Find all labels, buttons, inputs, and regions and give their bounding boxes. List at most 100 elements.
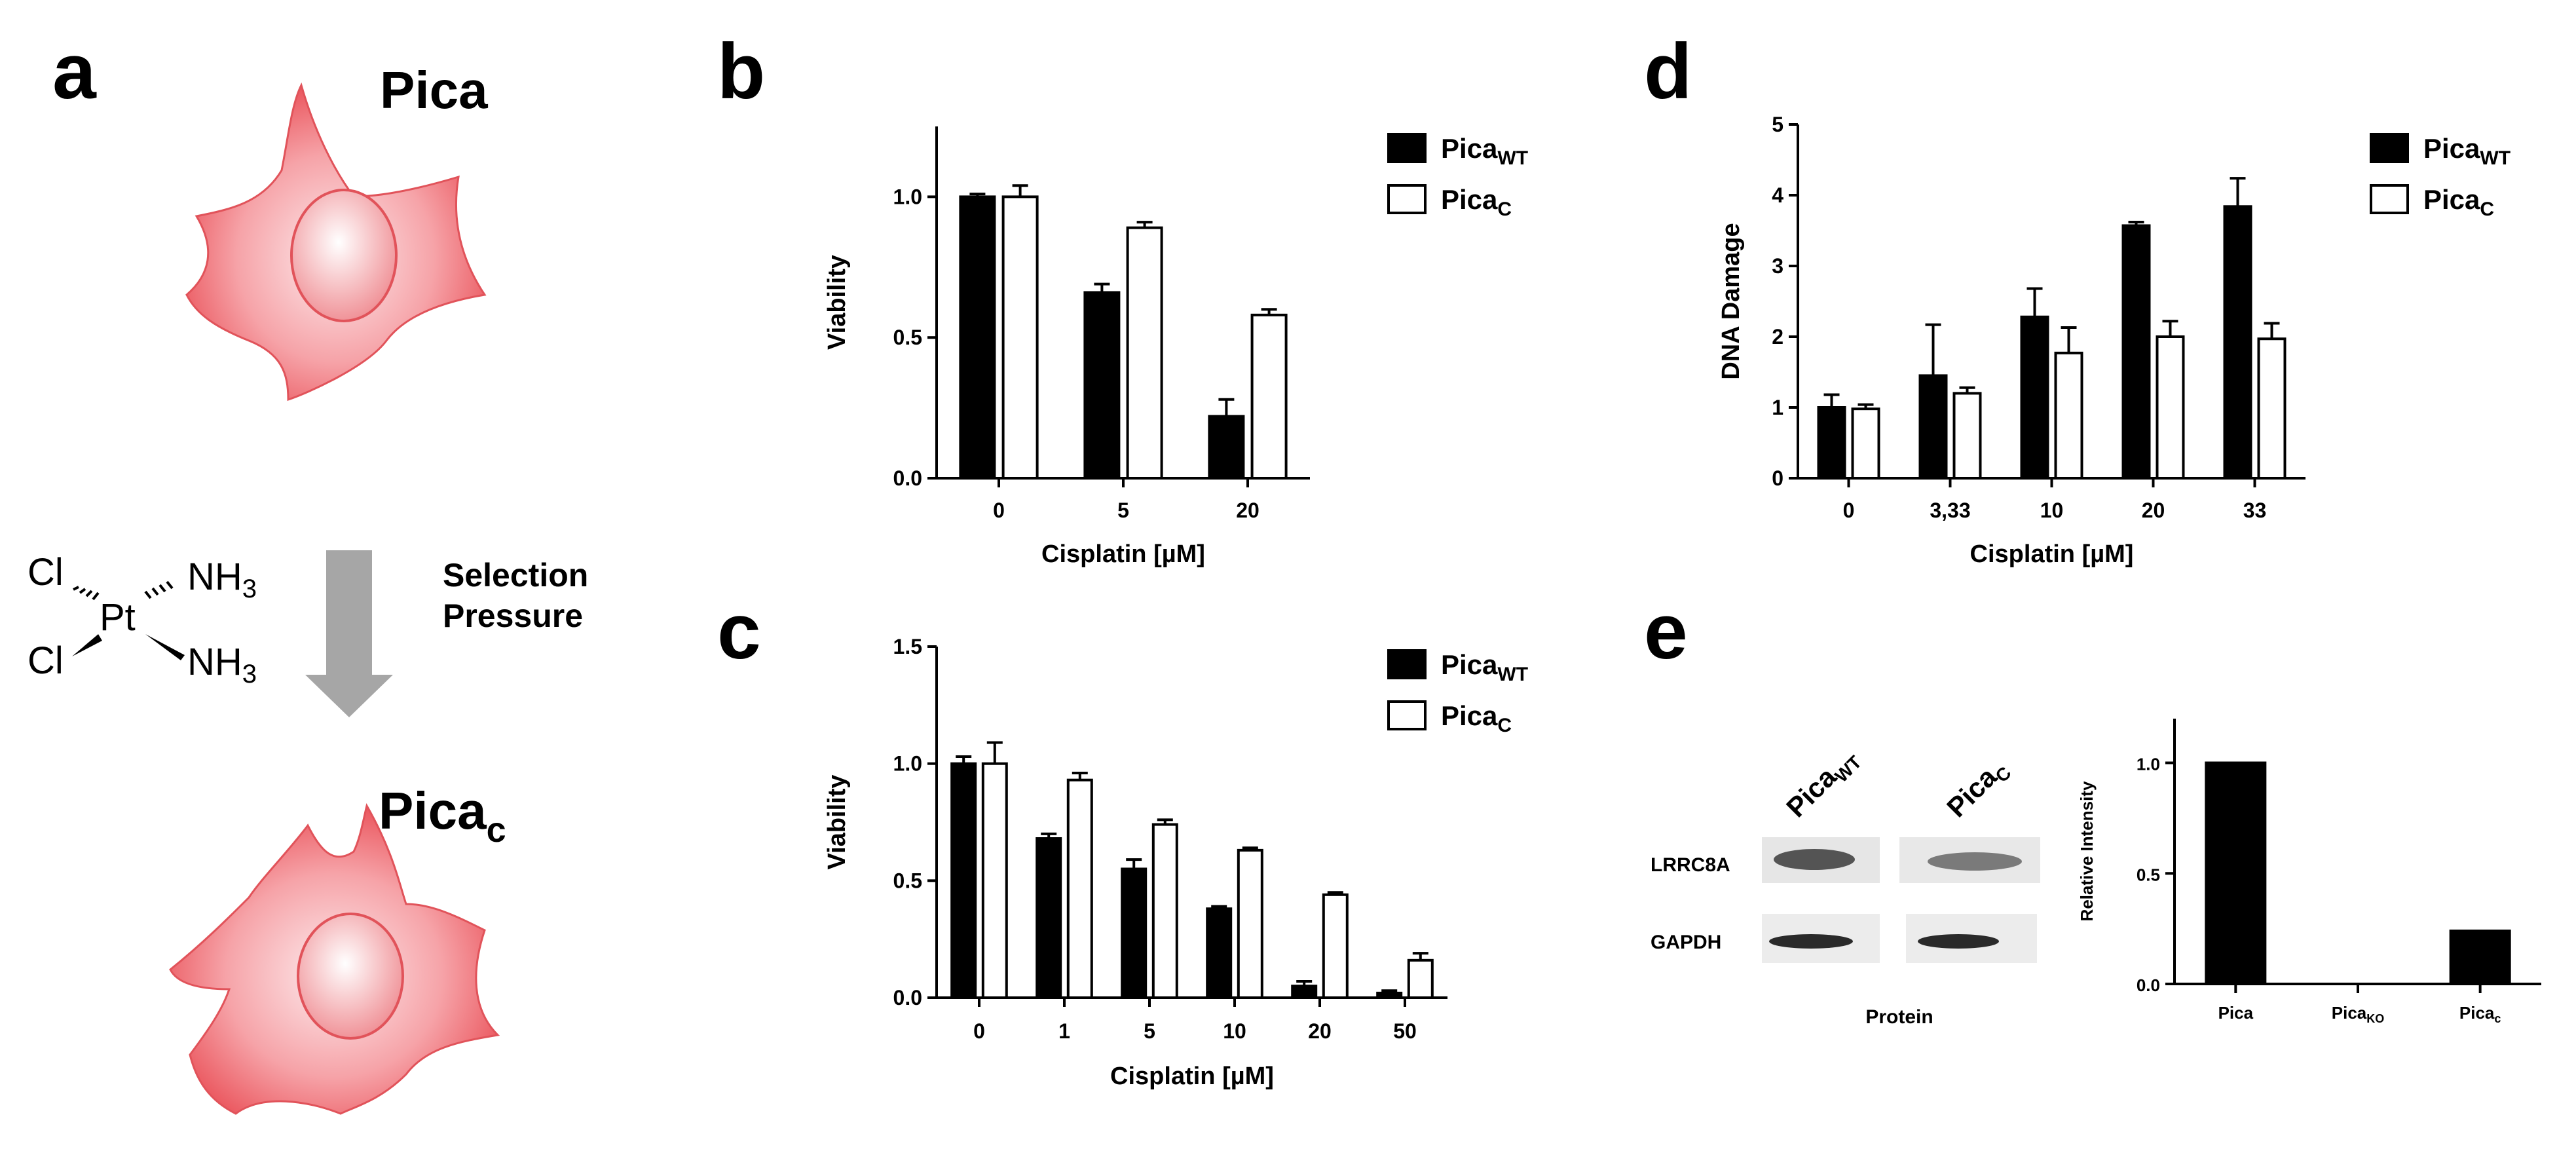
chart-c: 0.0 0.5 1.0 1.5 Viability 0 1 5 10 20 50 Cisplatin … — [823, 635, 1528, 1090]
x-tick-label: 3,33 — [1930, 499, 1970, 522]
x-tick-label: 5 — [1144, 1019, 1155, 1043]
blot-band-gapdh-wt — [1769, 934, 1853, 949]
x-tick-label: 5 — [1117, 499, 1129, 522]
x-tick-label: 20 — [1236, 499, 1260, 522]
y-tick-label: 2 — [1772, 325, 1783, 349]
panel-b: b 0.0 0.5 1.0 Viability 0 5 20 Cisplatin [µM] Pi… — [717, 28, 1528, 568]
x-tick-label: 20 — [1308, 1019, 1332, 1043]
legend-label: PicaC — [2423, 184, 2494, 220]
bar-c-s0-c2 — [1121, 867, 1148, 1000]
y-axis-title: Viability — [823, 255, 851, 350]
bar-b-s0-c0 — [959, 195, 996, 480]
bar-c-s0-c4 — [1291, 985, 1318, 999]
y-axis-title: DNA Damage — [1717, 223, 1745, 379]
chem-nh3-top: NH3 — [187, 556, 257, 603]
y-tick-label: 0.5 — [2137, 865, 2160, 884]
cell-top-illustration — [185, 82, 487, 402]
y-tick-label: 1.5 — [893, 635, 922, 658]
blot-band-lrrc8a-c — [1928, 852, 2022, 871]
bar-c-s1-c0 — [981, 762, 1008, 999]
panel-c: c 0.0 0.5 1.0 1.5 Viability 0 1 5 10 20 50 Cisplati… — [717, 588, 1528, 1090]
x-tick-label: 10 — [1223, 1019, 1246, 1043]
cell-top-nucleus — [290, 189, 398, 322]
blot-lane-label-wt: PicaWT — [1780, 741, 1865, 826]
y-axis-title: Viability — [823, 774, 851, 869]
panel-letter-b: b — [717, 28, 765, 115]
bar-b-s0-c2 — [1208, 415, 1245, 480]
legend-swatch — [1387, 700, 1427, 730]
bar-e-s0-c0 — [2205, 761, 2267, 985]
bar-c-s1-c5 — [1407, 958, 1434, 999]
chem-nh3-bottom: NH3 — [187, 641, 257, 689]
bar-d-s1-c2 — [2054, 351, 2083, 480]
bar-c-s1-c3 — [1237, 848, 1263, 999]
legend-label: PicaC — [1441, 700, 1512, 736]
blot-band-lrrc8a-wt — [1774, 849, 1855, 870]
selection-label-line2: Pressure — [443, 597, 583, 634]
bar-c-s1-c1 — [1066, 778, 1093, 1000]
cisplatin-structure: Cl Cl Pt NH3 NH3 — [28, 551, 257, 689]
x-tick-label: 50 — [1393, 1019, 1417, 1043]
y-tick-label: 0.5 — [893, 869, 922, 892]
y-tick-label: 5 — [1772, 113, 1783, 136]
bar-d-s0-c1 — [1918, 374, 1948, 480]
x-axis-title: Cisplatin [µM] — [1041, 540, 1205, 568]
bar-e-s0-c2 — [2449, 930, 2511, 985]
legend-label: PicaWT — [1441, 133, 1528, 169]
western-blot: PicaWT PicaC LRRC8A GAPDH Protein — [1651, 741, 2040, 1028]
panel-a: a Pica Cl Cl Pt NH3 NH3 Selection Pres — [28, 28, 588, 1115]
y-tick-label: 0.0 — [893, 466, 922, 490]
chem-pt: Pt — [100, 596, 136, 639]
panel-d: d 0 1 2 3 4 5 DNA Damage 0 3,33 10 20 33 Cisplatin [… — [1644, 28, 2511, 568]
legend-label: PicaWT — [1441, 649, 1528, 685]
legend-swatch — [1387, 184, 1427, 214]
bar-c-s0-c1 — [1036, 837, 1062, 999]
chart-d: 0 1 2 3 4 5 DNA Damage 0 3,33 10 20 33 Cisplatin [µM… — [1717, 113, 2511, 568]
legend-swatch — [1387, 133, 1427, 163]
cell-bottom-nucleus — [297, 913, 404, 1040]
bar-c-s0-c3 — [1206, 907, 1233, 1000]
selection-label-line1: Selection — [443, 557, 588, 594]
chem-wedge-bond-left — [72, 634, 102, 656]
x-axis-title: Cisplatin [µM] — [1110, 1063, 1274, 1090]
x-tick-label: Picac — [2459, 1003, 2501, 1025]
panel-letter-e: e — [1644, 588, 1688, 675]
selection-arrow — [305, 550, 393, 717]
legend-swatch — [2370, 184, 2409, 214]
x-tick-label: 0 — [993, 499, 1005, 522]
panel-e: e PicaWT PicaC LRRC8A GAPDH Protein 0.0 0… — [1644, 588, 2541, 1028]
y-tick-label: 0.0 — [2137, 975, 2160, 995]
legend-swatch — [2370, 133, 2409, 163]
bar-c-s0-c5 — [1376, 991, 1403, 1000]
panel-letter-d: d — [1644, 28, 1692, 115]
y-tick-label: 1.0 — [2137, 755, 2160, 774]
bar-d-s1-c0 — [1851, 407, 1880, 480]
chem-hashed-bond-right — [144, 580, 174, 599]
x-tick-label: Pica — [2218, 1003, 2254, 1023]
bar-d-s0-c3 — [2121, 224, 2151, 480]
chem-hashed-bond-left — [73, 586, 100, 601]
chem-cl-top: Cl — [28, 551, 64, 594]
y-tick-label: 0.0 — [893, 986, 922, 1009]
blot-band-label-lrrc8a: LRRC8A — [1651, 854, 1730, 876]
chem-cl-bottom: Cl — [28, 639, 64, 682]
bar-c-s1-c2 — [1151, 823, 1178, 1000]
blot-band-gapdh-c — [1918, 934, 1999, 949]
chart-e: 0.0 0.5 1.0 Relative Intensity Pica PicaKO Pic… — [2077, 719, 2541, 1025]
blot-band-label-gapdh: GAPDH — [1651, 932, 1721, 953]
cell-bottom-label: Picac — [379, 782, 506, 850]
x-tick-label: 10 — [2040, 499, 2064, 522]
bar-b-s0-c1 — [1083, 291, 1121, 480]
panel-letter-c: c — [717, 588, 761, 675]
blot-xlabel: Protein — [1865, 1006, 1933, 1028]
bar-b-s1-c1 — [1126, 226, 1163, 480]
y-tick-label: 0.5 — [893, 326, 922, 349]
x-tick-label: 20 — [2142, 499, 2165, 522]
bar-d-s1-c1 — [1952, 392, 1982, 480]
chem-wedge-bond-right — [145, 634, 185, 660]
bar-b-s1-c2 — [1250, 313, 1288, 480]
bar-c-s0-c0 — [950, 762, 977, 999]
bar-c-s1-c4 — [1322, 893, 1349, 999]
y-tick-label: 3 — [1772, 254, 1783, 278]
